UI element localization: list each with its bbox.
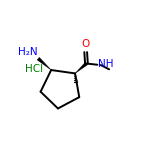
Text: H₂N: H₂N: [18, 47, 38, 57]
Text: HCl: HCl: [25, 64, 43, 74]
Text: NH: NH: [98, 59, 113, 69]
Polygon shape: [37, 57, 51, 70]
Polygon shape: [75, 62, 88, 73]
Text: O: O: [82, 39, 90, 49]
